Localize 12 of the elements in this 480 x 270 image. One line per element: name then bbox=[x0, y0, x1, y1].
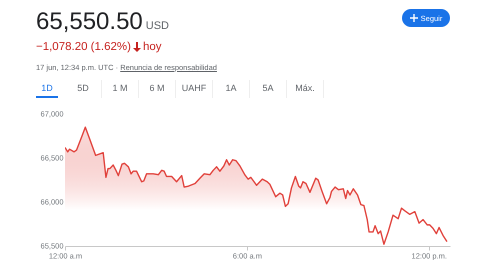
text: −1,078.20 (1.62%) bbox=[36, 41, 131, 53]
chart-subtitle: USD bbox=[146, 20, 170, 32]
text: 1D bbox=[36, 80, 58, 98]
text: hoy bbox=[142, 41, 162, 53]
text: Máx. bbox=[287, 80, 324, 98]
text: UAHF bbox=[176, 80, 213, 98]
text: 5D bbox=[65, 80, 102, 98]
text: 5A bbox=[250, 80, 287, 98]
text: 1A bbox=[213, 80, 250, 98]
text: 1 M bbox=[102, 80, 139, 98]
text: 6 M bbox=[139, 80, 176, 98]
chart-title: 65,550.50 bbox=[36, 8, 143, 35]
